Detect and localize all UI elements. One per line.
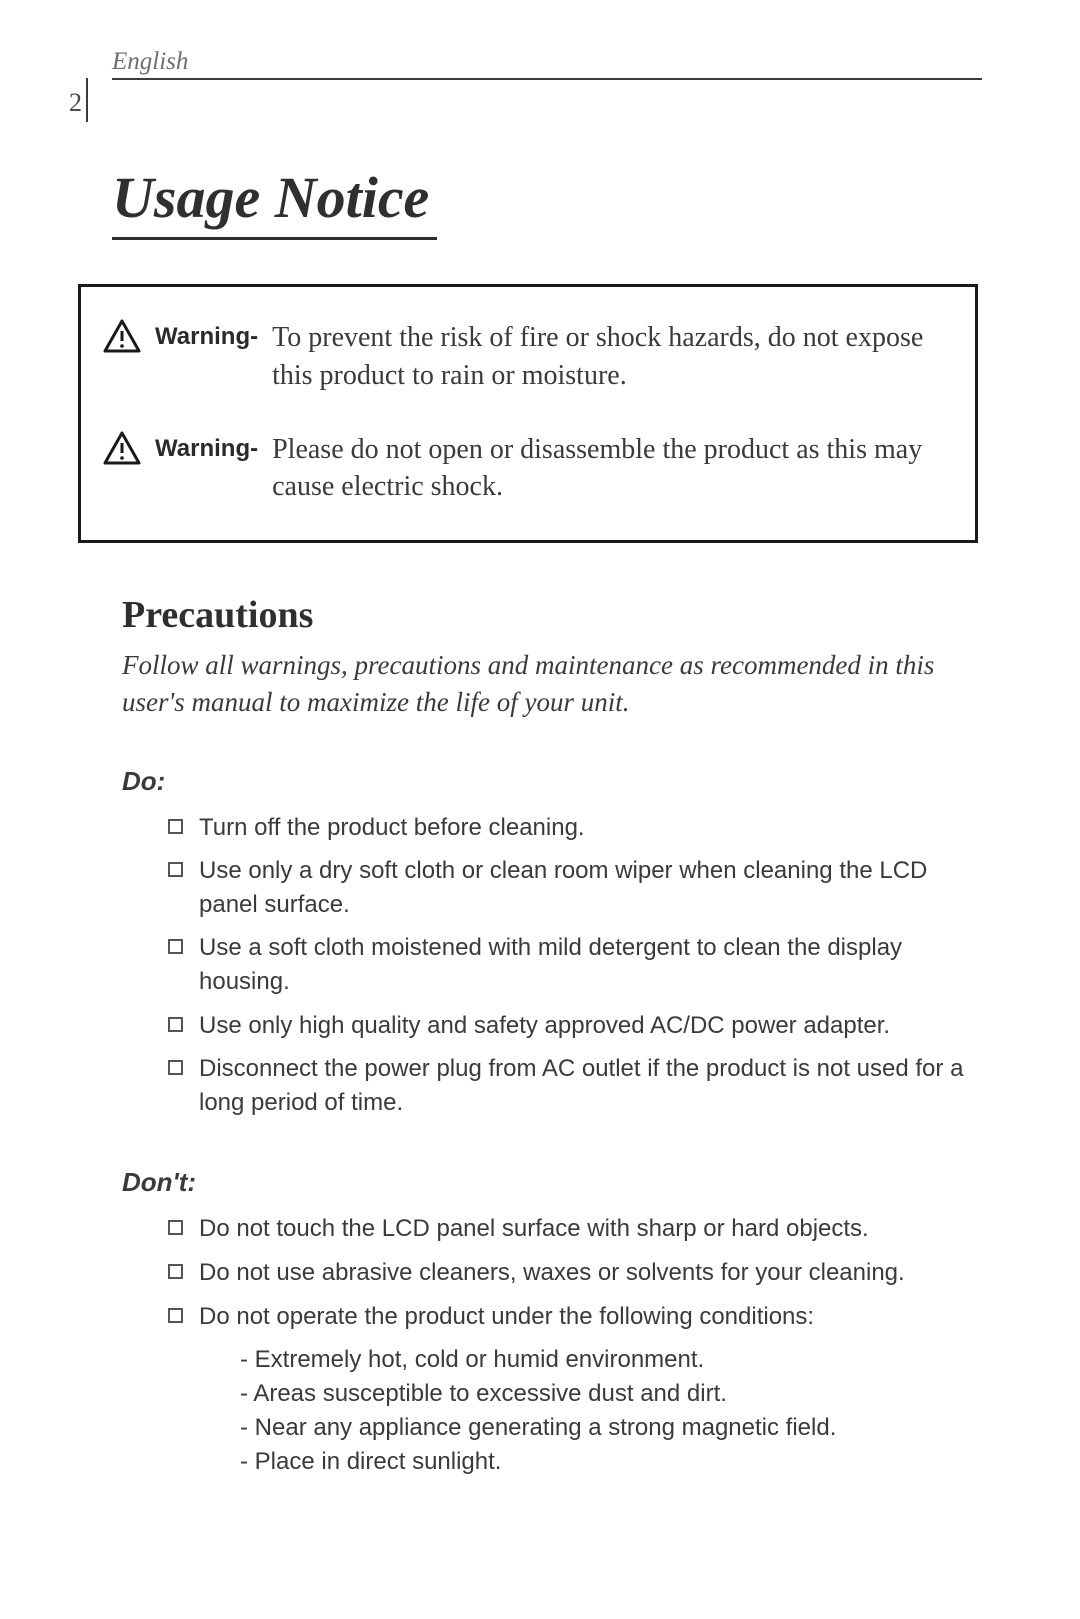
page-header: English — [112, 48, 990, 80]
warning-row: Warning- To prevent the risk of fire or … — [103, 317, 947, 395]
precautions-section: Precautions Follow all warnings, precaut… — [122, 593, 970, 1479]
page-number-block: 2 — [60, 82, 990, 122]
list-item: Use only high quality and safety approve… — [168, 1009, 970, 1043]
bullet-icon — [168, 1220, 183, 1235]
list-item-text: Do not use abrasive cleaners, waxes or s… — [199, 1256, 905, 1290]
list-item: Do not use abrasive cleaners, waxes or s… — [168, 1256, 970, 1290]
do-list: Turn off the product before cleaning. Us… — [168, 811, 970, 1120]
list-item: Do not operate the product under the fol… — [168, 1300, 970, 1334]
list-item-text: Use only a dry soft cloth or clean room … — [199, 854, 970, 921]
do-label: Do: — [122, 766, 970, 797]
list-item-text: Disconnect the power plug from AC outlet… — [199, 1052, 970, 1119]
dont-label: Don't: — [122, 1167, 970, 1198]
list-item: Disconnect the power plug from AC outlet… — [168, 1052, 970, 1119]
list-item-text: Use only high quality and safety approve… — [199, 1009, 890, 1043]
list-item: Turn off the product before cleaning. — [168, 811, 970, 845]
warning-row: Warning- Please do not open or disassemb… — [103, 429, 947, 507]
sub-item: - Place in direct sunlight. — [240, 1445, 970, 1479]
sub-item: - Near any appliance generating a strong… — [240, 1411, 970, 1445]
language-label: English — [112, 48, 982, 80]
dont-list: Do not touch the LCD panel surface with … — [168, 1212, 970, 1479]
warning-label: Warning- — [155, 435, 258, 463]
bullet-icon — [168, 1060, 183, 1075]
bullet-icon — [168, 1308, 183, 1323]
list-item: Use only a dry soft cloth or clean room … — [168, 854, 970, 921]
page-number: 2 — [60, 82, 82, 118]
warning-text: To prevent the risk of fire or shock haz… — [272, 319, 947, 395]
section-intro: Follow all warnings, precautions and mai… — [122, 647, 970, 722]
sub-item: - Areas susceptible to excessive dust an… — [240, 1377, 970, 1411]
list-item-text: Use a soft cloth moistened with mild det… — [199, 931, 970, 998]
warning-icon — [103, 431, 141, 465]
manual-page: English 2 Usage Notice Warning- To preve… — [0, 0, 1080, 1619]
sub-item: - Extremely hot, cold or humid environme… — [240, 1343, 970, 1377]
warning-box: Warning- To prevent the risk of fire or … — [78, 284, 978, 543]
list-item-text: Turn off the product before cleaning. — [199, 811, 585, 845]
bullet-icon — [168, 939, 183, 954]
list-item: Do not touch the LCD panel surface with … — [168, 1212, 970, 1246]
bullet-icon — [168, 862, 183, 877]
bullet-icon — [168, 819, 183, 834]
warning-text: Please do not open or disassemble the pr… — [272, 431, 947, 507]
warning-label: Warning- — [155, 323, 258, 351]
list-item-text: Do not operate the product under the fol… — [199, 1300, 814, 1334]
list-item: Use a soft cloth moistened with mild det… — [168, 931, 970, 998]
page-title-wrap: Usage Notice — [60, 122, 990, 240]
warning-icon — [103, 319, 141, 353]
list-item-text: Do not touch the LCD panel surface with … — [199, 1212, 869, 1246]
bullet-icon — [168, 1264, 183, 1279]
bullet-icon — [168, 1017, 183, 1032]
page-number-divider — [86, 78, 88, 122]
page-title: Usage Notice — [112, 164, 437, 240]
section-heading: Precautions — [122, 593, 970, 637]
